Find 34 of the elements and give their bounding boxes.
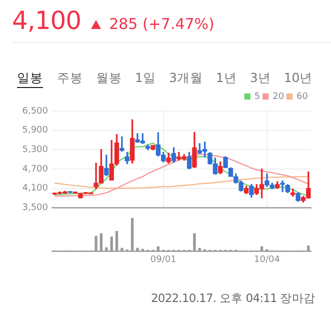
bar — [130, 218, 134, 252]
legend-label: 5 — [254, 92, 260, 102]
y-tick-label: 3,500 — [22, 202, 48, 213]
text: 주봉 — [57, 70, 83, 87]
y-tick-label: 4,700 — [22, 164, 48, 174]
y-tick-label: 4,100 — [22, 184, 48, 194]
bar — [307, 246, 310, 252]
text: 일봉 — [17, 70, 43, 88]
bar — [110, 236, 113, 252]
bar — [156, 246, 160, 252]
text: 1일 — [135, 70, 156, 87]
bar — [136, 248, 139, 252]
bar — [120, 248, 124, 252]
bar — [115, 230, 118, 252]
bar — [193, 233, 196, 252]
text: 월봉 — [96, 70, 122, 87]
bar — [100, 233, 103, 252]
candlestick — [120, 136, 124, 152]
text: 1년 — [216, 70, 237, 87]
x-tick-label: 09/01 — [150, 254, 176, 265]
bar — [94, 236, 98, 252]
y-tick-label: 5,300 — [22, 144, 48, 155]
text: 10년 — [284, 70, 313, 87]
text: 3개월 — [168, 70, 203, 87]
chart-subtitle: 285 (+7.47%) — [109, 15, 214, 33]
y-tick-label: 5,900 — [22, 126, 48, 136]
text: 2022.10.17. 오후 04:11 장마감 — [150, 291, 315, 306]
text: 3년 — [250, 70, 271, 87]
legend-label: 20 — [272, 92, 284, 102]
y-tick-label: 6,500 — [22, 106, 48, 116]
bar — [105, 247, 108, 252]
x-tick-label: 10/04 — [254, 254, 280, 265]
legend-label: 60 — [296, 92, 308, 102]
bar — [260, 246, 264, 252]
